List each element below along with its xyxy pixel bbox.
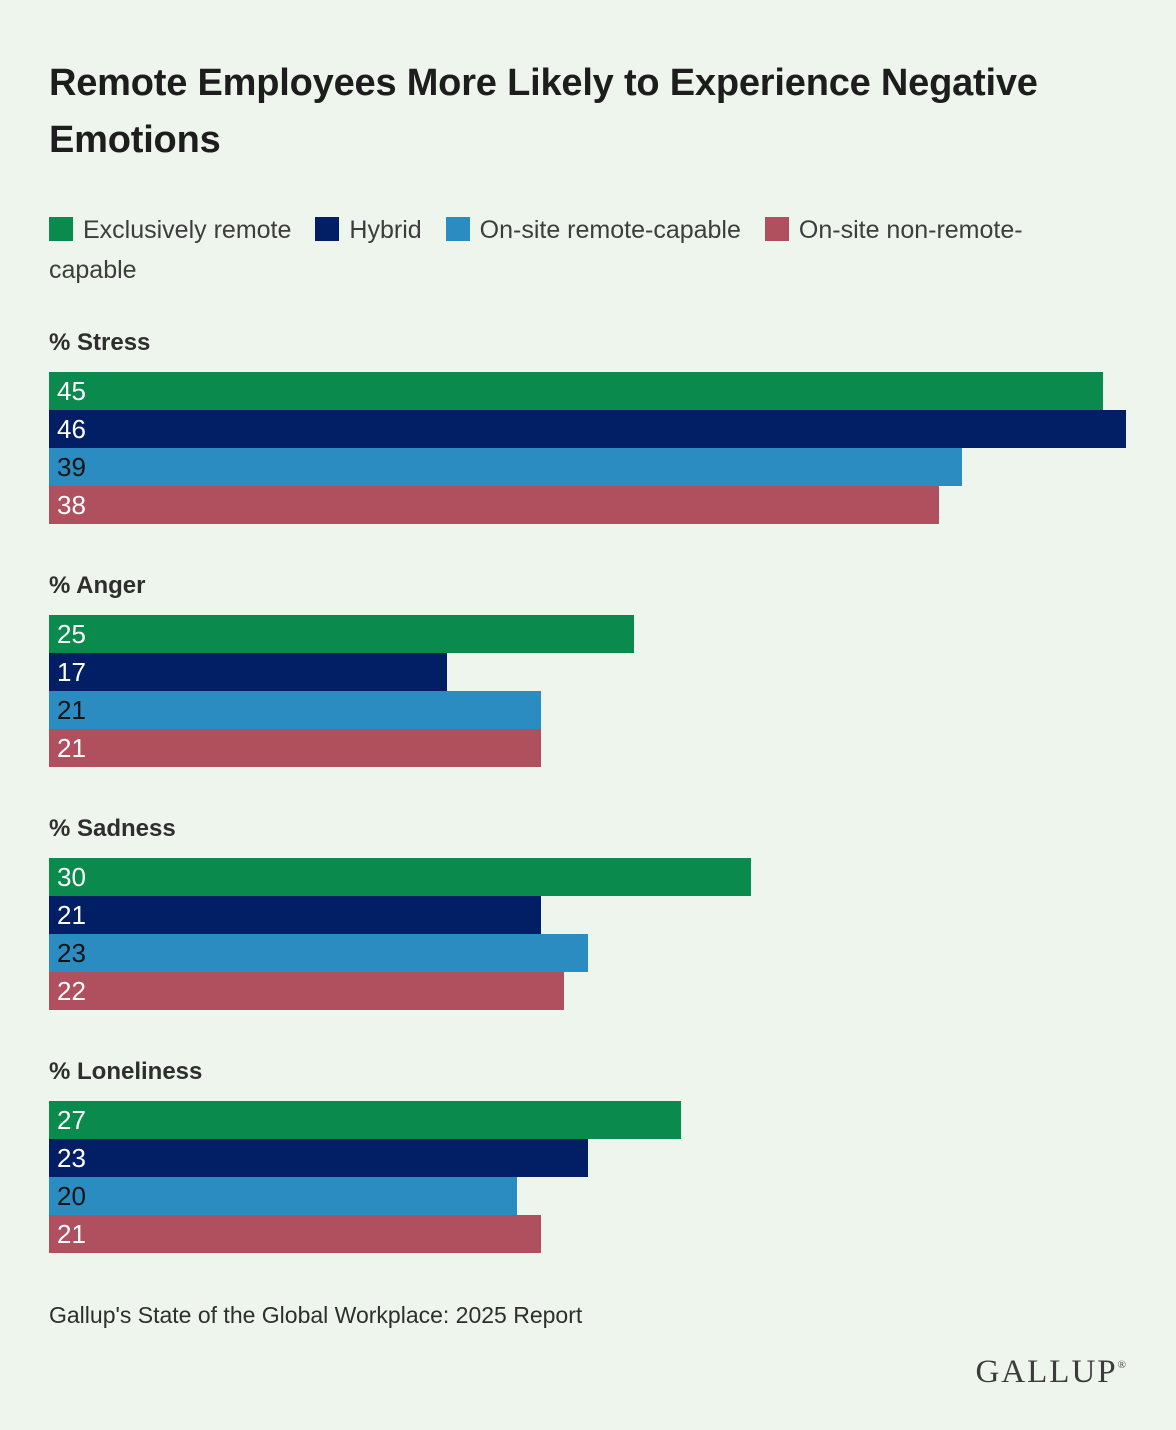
legend-swatch-icon: [445, 217, 470, 241]
gallup-logo-text: GALLUP: [975, 1354, 1118, 1390]
bar-group: 30 21 23 22: [49, 858, 1126, 1010]
bar-group: 45 46 39 38: [49, 372, 1126, 524]
bar-hybrid: 46: [49, 410, 1126, 448]
legend-item: Hybrid: [315, 216, 422, 244]
bar-value-label: 21: [57, 1218, 86, 1249]
bar-on-site-non-remote-capable: 21: [49, 1215, 541, 1253]
bar-on-site-remote-capable: 39: [49, 448, 963, 486]
legend-item: On-site non-remote-capable: [49, 216, 1023, 284]
bar-value-label: 38: [57, 489, 86, 520]
legend-label: On-site non-remote-capable: [49, 216, 1023, 284]
bar-value-label: 22: [57, 975, 86, 1006]
bar-group: 27 23 20 21: [49, 1101, 1126, 1253]
legend-label: Hybrid: [349, 216, 422, 244]
brand-row: GALLUP®: [49, 1354, 1126, 1391]
legend-swatch-icon: [49, 217, 73, 241]
bar-value-label: 21: [57, 732, 86, 763]
source-note: Gallup's State of the Global Workplace: …: [49, 1302, 583, 1328]
registered-mark: ®: [1117, 1359, 1126, 1371]
bar-value-label: 20: [57, 1180, 86, 1211]
category-label: % Stress: [49, 329, 151, 356]
title-line: Remote Employees More Likely to Experien…: [49, 62, 1038, 104]
gallup-logo: GALLUP®: [975, 1354, 1126, 1390]
bar-value-label: 45: [57, 375, 86, 406]
bar-group: 25 17 21 21: [49, 615, 1126, 767]
bar-exclusively-remote: 25: [49, 615, 635, 653]
category-group-stress: % Stress 45 46 39 38: [49, 328, 1126, 524]
bar-value-label: 21: [57, 899, 86, 930]
bar-exclusively-remote: 30: [49, 858, 752, 896]
chart-title: Remote Employees More Likely to Experien…: [49, 55, 1126, 169]
legend: Exclusively remote Hybrid On-site remote-c…: [49, 210, 1126, 290]
title-line: Emotions: [49, 119, 221, 161]
bar-on-site-non-remote-capable: 21: [49, 729, 541, 767]
category-group-loneliness: % Loneliness 27 23 20 21: [49, 1057, 1126, 1253]
category-label: % Loneliness: [49, 1058, 203, 1085]
legend-item: On-site remote-capable: [445, 216, 741, 244]
legend-swatch-icon: [764, 217, 789, 241]
bar-value-label: 23: [57, 1142, 86, 1173]
bar-value-label: 27: [57, 1104, 86, 1135]
category-group-sadness: % Sadness 30 21 23 22: [49, 814, 1126, 1010]
bar-chart: % Stress 45 46 39 38% Anger 25 17 21 21% Sadness…: [49, 328, 1126, 1253]
legend-label: Exclusively remote: [83, 216, 292, 244]
category-label: % Sadness: [49, 815, 176, 842]
bar-exclusively-remote: 45: [49, 372, 1103, 410]
bar-value-label: 23: [57, 937, 86, 968]
bar-on-site-remote-capable: 20: [49, 1177, 518, 1215]
bar-on-site-remote-capable: 23: [49, 934, 588, 972]
bar-value-label: 30: [57, 861, 86, 892]
category-group-anger: % Anger 25 17 21 21: [49, 571, 1126, 767]
category-label: % Anger: [49, 572, 146, 599]
bar-hybrid: 23: [49, 1139, 588, 1177]
bar-value-label: 46: [57, 413, 86, 444]
bar-value-label: 17: [57, 656, 86, 687]
bar-on-site-non-remote-capable: 22: [49, 972, 565, 1010]
bar-value-label: 21: [57, 694, 86, 725]
bar-exclusively-remote: 27: [49, 1101, 682, 1139]
bar-hybrid: 17: [49, 653, 448, 691]
bar-value-label: 39: [57, 451, 86, 482]
bar-hybrid: 21: [49, 896, 541, 934]
legend-swatch-icon: [315, 217, 340, 241]
legend-label: On-site remote-capable: [479, 216, 741, 244]
bar-on-site-remote-capable: 21: [49, 691, 541, 729]
legend-item: Exclusively remote: [49, 216, 291, 244]
bar-on-site-non-remote-capable: 38: [49, 486, 939, 524]
bar-value-label: 25: [57, 618, 86, 649]
